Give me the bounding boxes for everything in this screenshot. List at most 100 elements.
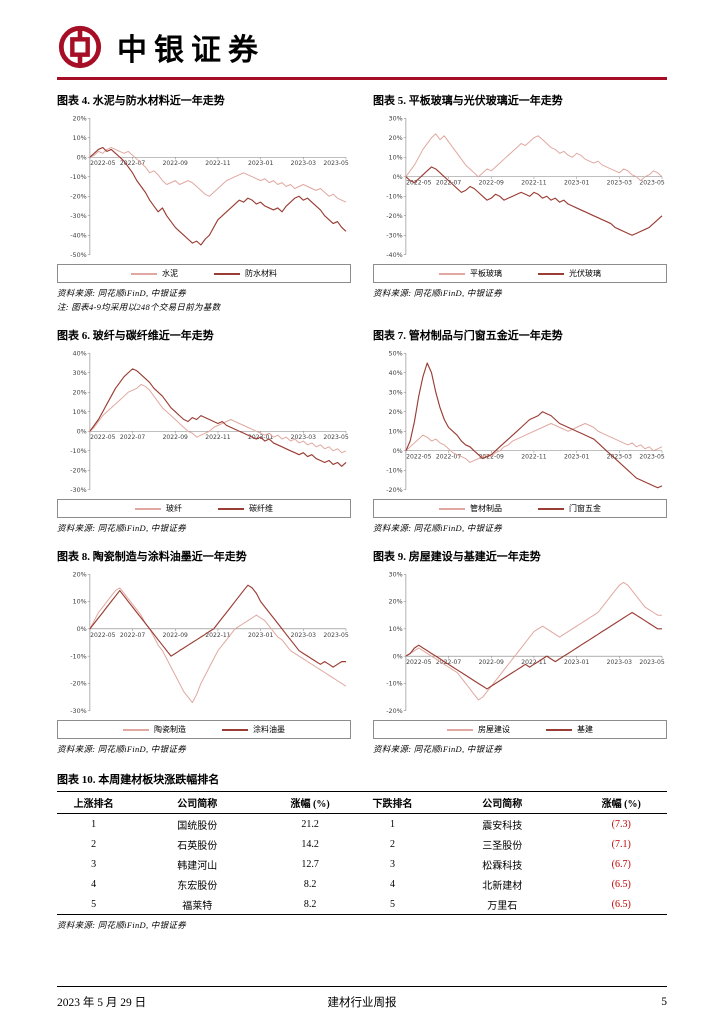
svg-text:10%: 10% — [389, 625, 403, 633]
svg-text:2022-11: 2022-11 — [521, 659, 546, 666]
svg-text:30%: 30% — [389, 114, 403, 122]
legend-label: 涂料油墨 — [253, 725, 285, 734]
table-cell: 万里石 — [429, 894, 576, 915]
svg-text:20%: 20% — [389, 134, 403, 142]
boc-logo-icon — [57, 24, 103, 70]
table-cell: 8.2 — [303, 878, 317, 890]
svg-text:0%: 0% — [393, 173, 403, 181]
chart-title: 图表 6. 玻纤与碳纤维近一年走势 — [57, 330, 214, 342]
table-cell: (6.7) — [611, 858, 631, 870]
table-cell: 东宏股份 — [177, 880, 218, 892]
svg-text:2023-01: 2023-01 — [248, 632, 273, 639]
svg-text:-30%: -30% — [386, 231, 402, 239]
svg-text:20%: 20% — [73, 570, 87, 578]
table-row: 3 韩建河山 12.7 3 松霖科技 (6.7) — [57, 854, 667, 874]
table-row: 2 石英股份 14.2 2 三圣股份 (7.1) — [57, 834, 667, 854]
svg-text:2023-05: 2023-05 — [639, 180, 664, 187]
table-cell: 14.2 — [301, 838, 319, 850]
svg-text:-30%: -30% — [70, 212, 86, 220]
col-header: 公司简称 — [130, 791, 265, 814]
svg-text:10%: 10% — [73, 598, 87, 606]
svg-text:50%: 50% — [389, 349, 403, 357]
legend-swatch-dark — [214, 272, 240, 275]
footer-date: 2023 年 5 月 29 日 — [57, 997, 147, 1009]
table-cell: (7.1) — [611, 838, 631, 850]
svg-text:2023-01: 2023-01 — [564, 454, 589, 461]
source-note: 资料来源: 同花顺iFinD, 中银证券 — [373, 744, 503, 754]
footer-report-title: 建材行业周报 — [327, 997, 397, 1009]
svg-text:2022-05: 2022-05 — [406, 454, 431, 461]
page-footer: 2023 年 5 月 29 日 建材行业周报 5 — [57, 986, 667, 1010]
svg-text:2023-03: 2023-03 — [607, 454, 632, 461]
table-cell: 1 — [91, 818, 97, 830]
source-note: 资料来源: 同花顺iFinD, 中银证券 — [57, 288, 187, 298]
svg-text:0%: 0% — [393, 447, 403, 455]
table-row: 1 国统股份 21.2 1 震安科技 (7.3) — [57, 814, 667, 835]
svg-text:2022-05: 2022-05 — [90, 434, 115, 441]
legend-swatch-light — [439, 507, 465, 510]
chart-legend: 水泥 防水材料 — [57, 264, 351, 283]
legend-swatch-dark — [218, 507, 244, 510]
chart-block-8: 图表 8. 陶瓷制造与涂料油墨近一年走势 20% 10% 0% -10% -20% -30… — [57, 548, 351, 755]
page-number: 5 — [661, 996, 667, 1008]
svg-text:2022-11: 2022-11 — [205, 632, 230, 639]
svg-text:-20%: -20% — [70, 466, 86, 474]
svg-text:2022-05: 2022-05 — [406, 180, 431, 187]
col-header: 涨幅 (%) — [264, 791, 356, 814]
table-cell: 韩建河山 — [177, 860, 218, 872]
svg-text:10%: 10% — [73, 134, 87, 142]
table-cell: 1 — [389, 818, 395, 830]
svg-text:2022-05: 2022-05 — [406, 659, 431, 666]
svg-text:30%: 30% — [389, 570, 403, 578]
ranking-table-section: 图表 10. 本周建材板块涨跌幅排名 上涨排名 公司简称 涨幅 (%) 下跌排名… — [57, 771, 667, 931]
header-rule-divider — [57, 77, 667, 80]
svg-text:2022-07: 2022-07 — [120, 434, 145, 441]
svg-text:2022-11: 2022-11 — [521, 180, 546, 187]
legend-label: 水泥 — [162, 269, 178, 278]
table-cell: 8.2 — [264, 894, 356, 915]
svg-text:2022-09: 2022-09 — [163, 434, 188, 441]
table-cell: (6.5) — [575, 894, 667, 915]
svg-text:-20%: -20% — [386, 212, 402, 220]
table-cell: 12.7 — [301, 858, 319, 870]
svg-text:2023-03: 2023-03 — [291, 632, 316, 639]
svg-text:2023-01: 2023-01 — [564, 180, 589, 187]
chart-title: 图表 5. 平板玻璃与光伏玻璃近一年走势 — [373, 95, 563, 107]
footer-rule-divider — [57, 986, 667, 987]
svg-text:0%: 0% — [77, 427, 87, 435]
source-note: 资料来源: 同花顺iFinD, 中银证券 — [57, 920, 187, 930]
legend-swatch-light — [131, 272, 157, 275]
col-header: 涨幅 (%) — [575, 791, 667, 814]
svg-text:2022-05: 2022-05 — [90, 160, 115, 167]
table-cell: 石英股份 — [177, 840, 218, 852]
svg-text:2023-03: 2023-03 — [291, 434, 316, 441]
svg-text:-10%: -10% — [386, 680, 402, 688]
svg-text:2023-05: 2023-05 — [639, 659, 664, 666]
svg-text:-10%: -10% — [70, 447, 86, 455]
svg-text:2023-03: 2023-03 — [607, 180, 632, 187]
svg-text:-10%: -10% — [386, 192, 402, 200]
chart-legend: 管材制品 门窗五金 — [373, 499, 667, 518]
table-cell: 2 — [389, 838, 395, 850]
legend-item: 房屋建设 — [447, 724, 510, 735]
svg-text:2023-01: 2023-01 — [248, 160, 273, 167]
svg-text:-30%: -30% — [70, 707, 86, 715]
table-cell: 5 — [57, 894, 131, 915]
svg-text:2023-01: 2023-01 — [564, 659, 589, 666]
legend-item: 门窗五金 — [538, 503, 601, 514]
chart-block-5: 图表 5. 平板玻璃与光伏玻璃近一年走势 30% 20% 10% 0% -10% -20%… — [373, 92, 667, 313]
chart-block-4: 图表 4. 水泥与防水材料近一年走势 20% 10% 0% -10% -20% -30% -… — [57, 92, 351, 313]
svg-text:2022-11: 2022-11 — [521, 454, 546, 461]
table-cell: 松霖科技 — [482, 860, 523, 872]
table-cell: 三圣股份 — [482, 840, 523, 852]
svg-text:0%: 0% — [393, 652, 403, 660]
table-cell: 国统股份 — [177, 820, 218, 832]
legend-item: 水泥 — [131, 268, 178, 279]
line-chart: 50% 40% 30% 20% 10% 0% -10% -20% 2022-05 2022-07 2… — [373, 346, 667, 496]
svg-text:0%: 0% — [77, 625, 87, 633]
table-cell: 3 — [91, 858, 97, 870]
chart-title: 图表 9. 房屋建设与基建近一年走势 — [373, 551, 541, 563]
report-header: 中银证券 — [57, 24, 667, 80]
legend-swatch-dark — [222, 728, 248, 731]
svg-text:-20%: -20% — [386, 707, 402, 715]
